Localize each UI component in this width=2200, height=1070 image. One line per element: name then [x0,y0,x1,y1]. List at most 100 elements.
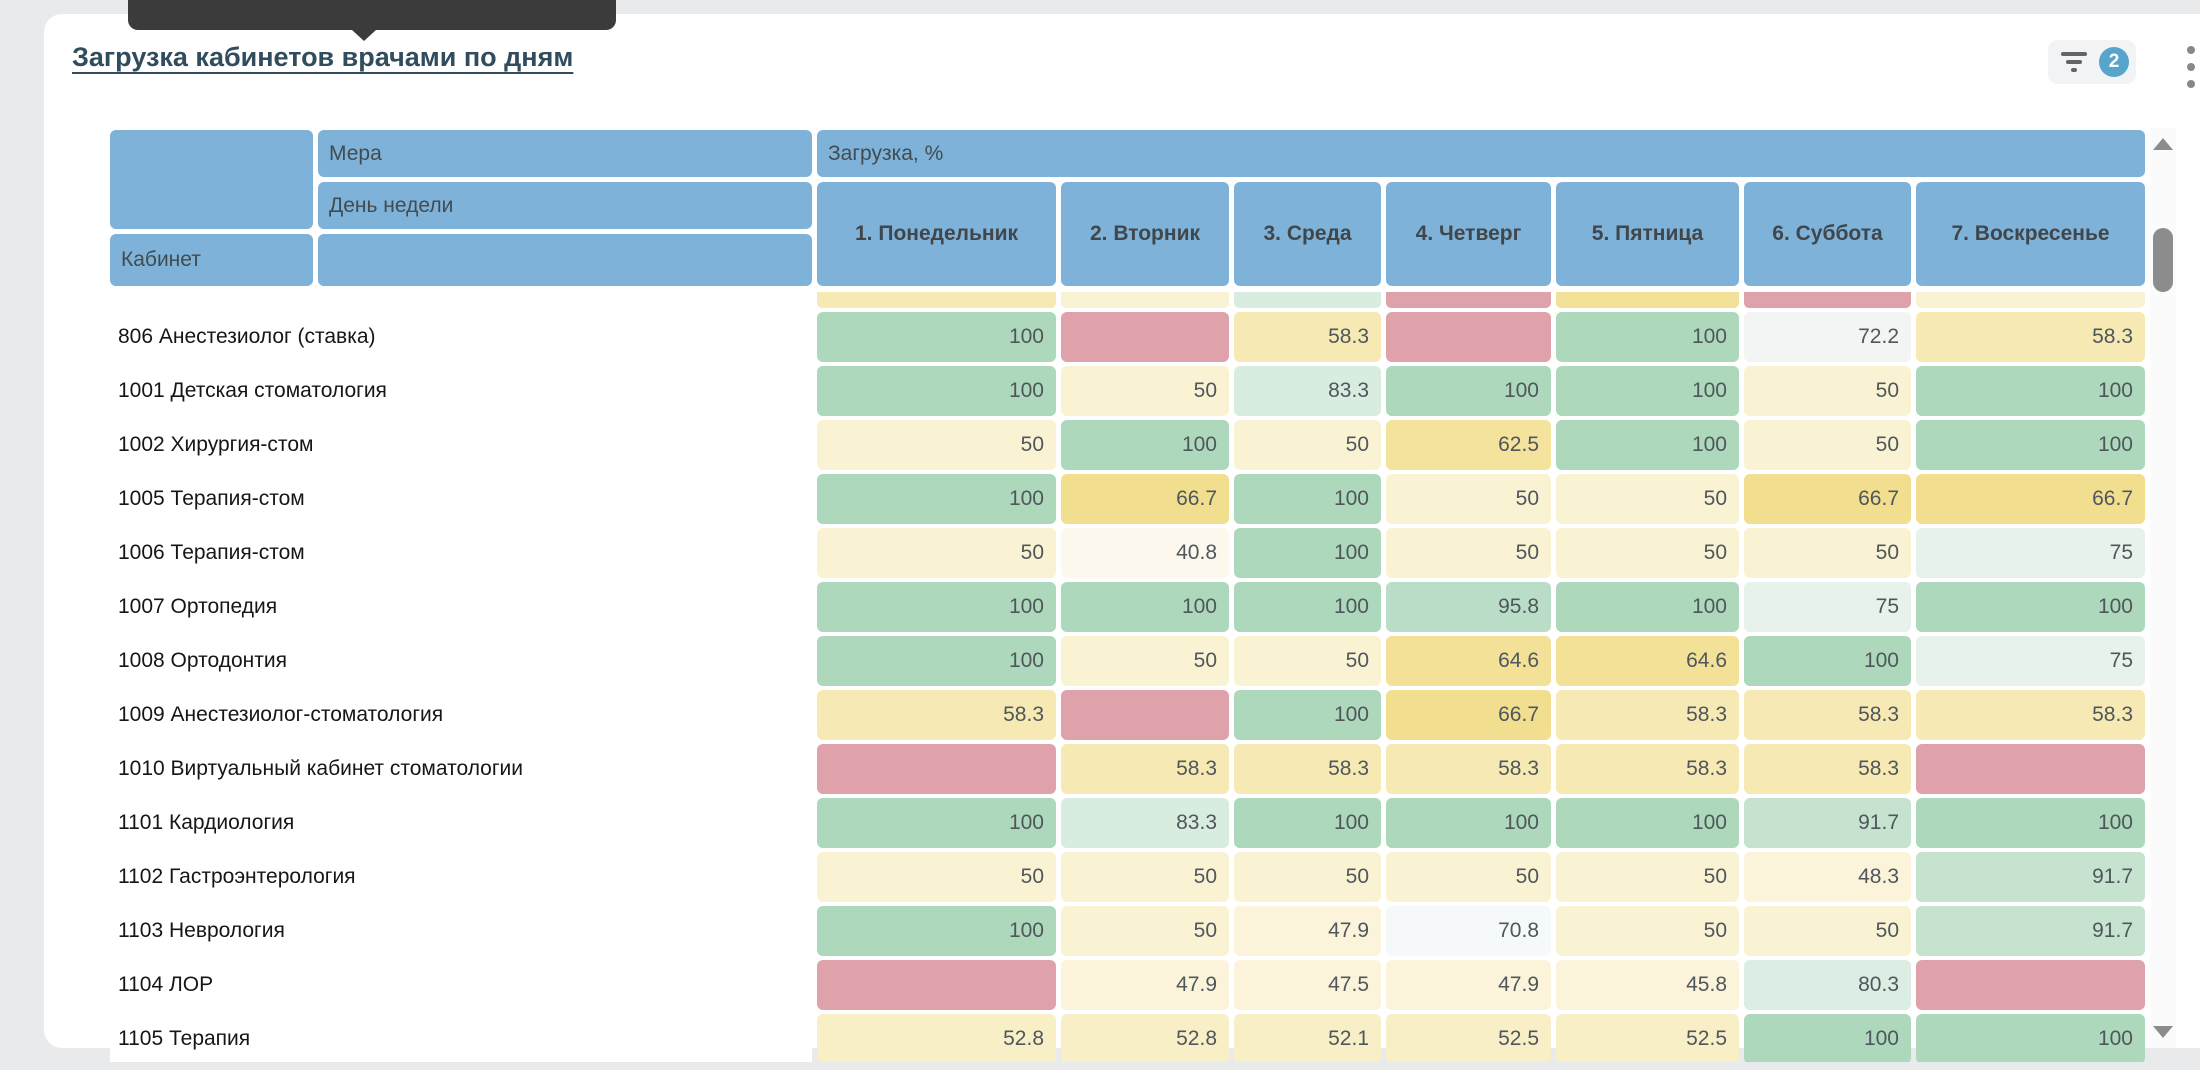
scroll-up-arrow-icon[interactable] [2153,138,2173,150]
header-dimension-label: День недели [318,182,812,229]
row-label: 1101 Кардиология [110,798,812,848]
header-corner-cell [110,130,313,229]
column-header-sunday[interactable]: 7. Воскресенье [1916,182,2145,286]
value-cell [817,960,1056,1010]
header-blank-cell [318,234,812,286]
value-cell: 58.3 [817,690,1056,740]
partial-table-row [110,292,2145,308]
column-header-monday[interactable]: 1. Понедельник [817,182,1056,286]
value-cell: 100 [1556,312,1739,362]
scrollbar-thumb[interactable] [2153,228,2173,292]
value-cell: 100 [1061,420,1229,470]
value-cell: 100 [1744,1014,1911,1062]
row-label: 1105 Терапия [110,1014,812,1062]
value-cell: 100 [817,474,1056,524]
value-cell: 50 [817,420,1056,470]
value-cell: 100 [1234,798,1381,848]
widget-title-link[interactable]: Загрузка кабинетов врачами по дням [72,42,574,72]
table-row: 1008 Ортодонтия 100 50 50 64.6 64.6 100 75 [110,636,2145,686]
table-row: 1009 Анестезиолог-стоматология 58.3 100 66.… [110,690,2145,740]
value-cell: 58.3 [1234,312,1381,362]
value-cell: 50 [1234,636,1381,686]
value-cell: 45.8 [1556,960,1739,1010]
value-cell: 48.3 [1744,852,1911,902]
value-cell: 50 [1234,420,1381,470]
value-cell: 100 [817,798,1056,848]
value-cell: 50 [1744,906,1911,956]
value-cell: 58.3 [1556,690,1739,740]
value-cell: 100 [1234,690,1381,740]
value-cell: 58.3 [1556,744,1739,794]
row-label: 1006 Терапия-стом [110,528,812,578]
value-cell: 58.3 [1744,690,1911,740]
filter-count-badge: 2 [2099,47,2129,77]
value-cell: 100 [1916,1014,2145,1062]
row-label: 1104 ЛОР [110,960,812,1010]
column-header-saturday[interactable]: 6. Суббота [1744,182,1911,286]
column-header-friday[interactable]: 5. Пятница [1556,182,1739,286]
row-label: 1009 Анестезиолог-стоматология [110,690,812,740]
value-cell: 100 [1234,582,1381,632]
value-cell: 50 [1386,852,1551,902]
value-cell: 50 [1061,636,1229,686]
value-cell [817,744,1056,794]
value-cell: 100 [817,366,1056,416]
value-cell: 66.7 [1061,474,1229,524]
value-cell: 58.3 [1061,744,1229,794]
value-cell: 58.3 [1916,690,2145,740]
widget-card: Загрузка кабинетов врачами по дням 2 Мер… [44,14,2200,1062]
row-label: 1008 Ортодонтия [110,636,812,686]
value-cell: 66.7 [1744,474,1911,524]
value-cell: 50 [1556,528,1739,578]
value-cell [1386,292,1551,308]
column-header-tuesday[interactable]: 2. Вторник [1061,182,1229,286]
table-row: 1101 Кардиология 100 83.3 100 100 100 91.7 100 [110,798,2145,848]
table-row: 1002 Хирургия-стом 50 100 50 62.5 100 50 100 [110,420,2145,470]
value-cell: 83.3 [1061,798,1229,848]
value-cell: 62.5 [1386,420,1551,470]
value-cell [1556,292,1739,308]
value-cell: 70.8 [1386,906,1551,956]
value-cell: 100 [817,636,1056,686]
pivot-table: Мера Загрузка, % День недели Кабинет 1. … [110,130,2145,1062]
value-cell: 66.7 [1916,474,2145,524]
value-cell: 50 [817,852,1056,902]
scroll-down-arrow-icon[interactable] [2153,1026,2173,1038]
row-label: 1102 Гастроэнтерология [110,852,812,902]
value-cell [1916,744,2145,794]
value-cell [1916,960,2145,1010]
column-header-thursday[interactable]: 4. Четверг [1386,182,1551,286]
value-cell: 75 [1916,528,2145,578]
value-cell: 64.6 [1386,636,1551,686]
row-label: 806 Анестезиолог (ставка) [110,312,812,362]
value-cell: 50 [1744,528,1911,578]
value-cell: 47.5 [1234,960,1381,1010]
filter-button[interactable]: 2 [2048,40,2136,84]
vertical-scrollbar[interactable] [2150,128,2176,1048]
value-cell: 95.8 [1386,582,1551,632]
value-cell: 100 [1556,582,1739,632]
value-cell: 100 [1556,366,1739,416]
header-measure-value: Загрузка, % [817,130,2145,177]
table-row: 806 Анестезиолог (ставка) 100 58.3 100 72.2 5… [110,312,2145,362]
kebab-menu-icon[interactable] [2183,46,2199,100]
value-cell: 100 [817,906,1056,956]
value-cell: 58.3 [1916,312,2145,362]
value-cell: 100 [1061,582,1229,632]
value-cell: 52.8 [817,1014,1056,1062]
table-row: 1010 Виртуальный кабинет стоматологии 58.… [110,744,2145,794]
value-cell: 91.7 [1916,852,2145,902]
value-cell: 52.5 [1556,1014,1739,1062]
value-cell [1061,312,1229,362]
table-row: 1104 ЛОР 47.9 47.5 47.9 45.8 80.3 [110,960,2145,1010]
column-header-wednesday[interactable]: 3. Среда [1234,182,1381,286]
row-label: 1002 Хирургия-стом [110,420,812,470]
row-label: 1103 Неврология [110,906,812,956]
pivot-table-body: 806 Анестезиолог (ставка) 100 58.3 100 72.2 5… [110,292,2145,1062]
value-cell: 100 [1916,366,2145,416]
value-cell: 58.3 [1744,744,1911,794]
table-row: 1005 Терапия-стом 100 66.7 100 50 50 66.7 66.7 [110,474,2145,524]
row-label: 1005 Терапия-стом [110,474,812,524]
row-label: 1007 Ортопедия [110,582,812,632]
table-row: 1007 Ортопедия 100 100 100 95.8 100 75 100 [110,582,2145,632]
